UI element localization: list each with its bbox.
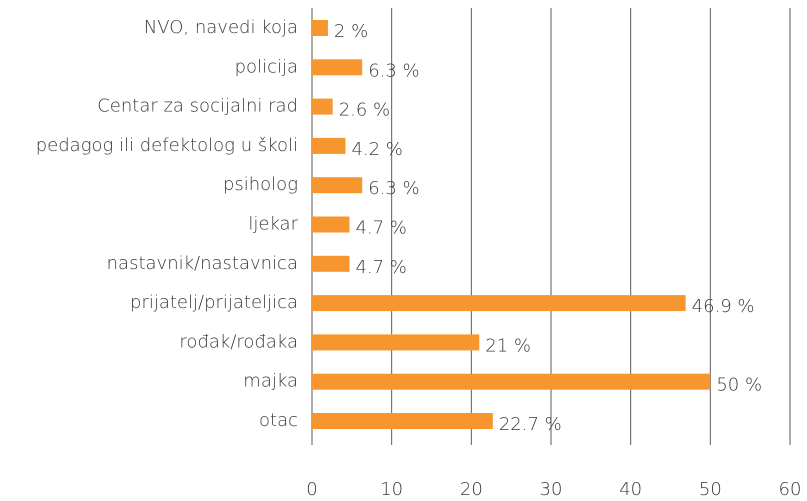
y-tick-label: pedagog ili defektolog u školi: [36, 135, 298, 156]
x-tick-label: 50: [699, 479, 722, 500]
bar: [312, 295, 686, 312]
x-tick-label: 20: [460, 479, 483, 500]
value-label: 21 %: [485, 335, 531, 356]
bar: [312, 216, 350, 233]
bar: [312, 98, 333, 115]
bar: [312, 177, 363, 194]
x-tick-label: 60: [779, 479, 802, 500]
y-tick-label: Centar za socijalni rad: [97, 96, 298, 117]
bar: [312, 137, 346, 154]
value-label: 46.9 %: [692, 296, 755, 317]
x-tick-label: 10: [380, 479, 403, 500]
x-tick-label: 40: [619, 479, 642, 500]
bar: [312, 334, 480, 351]
y-tick-label: ljekar: [248, 214, 298, 235]
value-label: 4.7 %: [355, 257, 406, 278]
y-tick-label: policija: [235, 56, 298, 77]
value-label: 6.3 %: [368, 60, 419, 81]
y-tick-label: rođak/rođaka: [179, 331, 298, 352]
bar: [312, 373, 711, 390]
x-tick-label: 0: [306, 479, 317, 500]
value-label: 2.6 %: [339, 100, 390, 121]
value-label: 6.3 %: [368, 178, 419, 199]
y-tick-label: nastavnik/nastavnica: [107, 253, 298, 274]
bar: [312, 59, 363, 76]
value-label: 2 %: [334, 21, 368, 42]
y-tick-label: otac: [259, 410, 298, 431]
value-label: 4.7 %: [355, 218, 406, 239]
y-tick-label: prijatelj/prijateljica: [130, 292, 298, 313]
bar: [312, 20, 328, 36]
value-label: 22.7 %: [499, 414, 562, 435]
value-label: 4.2 %: [351, 139, 402, 160]
y-tick-label: psiholog: [223, 174, 298, 195]
bar: [312, 255, 350, 272]
x-tick-label: 30: [540, 479, 563, 500]
y-tick-label: NVO, navedi koja: [144, 17, 298, 38]
bar: [312, 413, 493, 429]
y-tick-label: majka: [243, 371, 298, 392]
value-label: 50 %: [716, 375, 762, 396]
